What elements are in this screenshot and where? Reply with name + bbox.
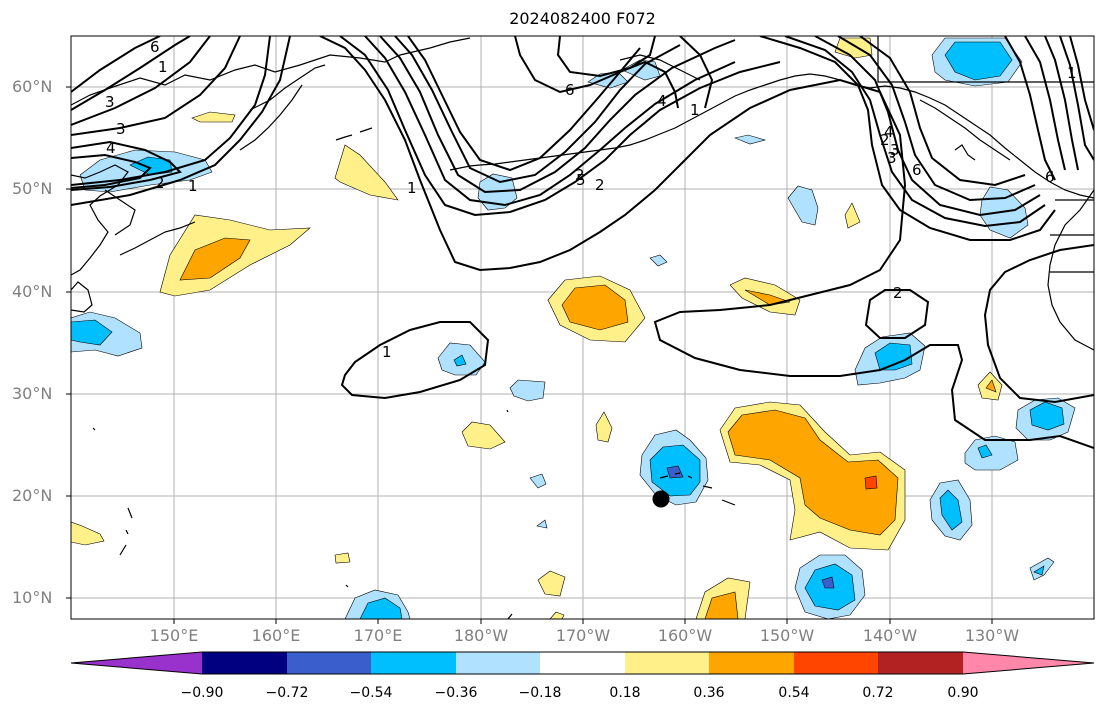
svg-text:1: 1 — [382, 343, 392, 361]
colorbar-extend-high — [963, 652, 1094, 674]
svg-text:4: 4 — [657, 92, 667, 110]
svg-text:1: 1 — [188, 177, 198, 195]
lon-label: 150°E — [149, 626, 199, 645]
lon-label: 160°E — [251, 626, 301, 645]
anomaly-shading — [71, 37, 1076, 619]
lon-label: 150°W — [759, 626, 815, 645]
colorbar-swatch — [540, 652, 625, 674]
svg-text:2: 2 — [155, 174, 165, 192]
svg-text:2: 2 — [595, 176, 605, 194]
axis-ticks — [66, 86, 993, 624]
svg-text:2: 2 — [575, 166, 585, 184]
storm-center-marker — [652, 490, 670, 508]
map-panel: 6 3 3 4 2 1 1 2 1 2 6 4 3 6 1 1 2 1 2 3 … — [71, 36, 1094, 619]
isolines — [71, 36, 1094, 449]
lat-label: 40°N — [12, 282, 53, 301]
colorbar-tick-label: −0.36 — [434, 685, 478, 701]
svg-text:6: 6 — [912, 161, 922, 179]
lon-label: 170°W — [555, 626, 611, 645]
svg-text:6: 6 — [1045, 168, 1055, 186]
svg-text:3: 3 — [105, 93, 115, 111]
lon-label: 170°E — [353, 626, 403, 645]
colorbar-swatch — [794, 652, 878, 674]
colorbar-tick-label: 0.90 — [947, 685, 979, 701]
svg-text:6: 6 — [150, 38, 160, 56]
colorbar-swatch — [456, 652, 540, 674]
colorbar-tick-label: −0.72 — [265, 685, 309, 701]
lon-label: 180°W — [453, 626, 509, 645]
svg-text:3: 3 — [116, 120, 126, 138]
gridlines — [71, 36, 1094, 619]
colorbar-tick-label: −0.54 — [349, 685, 393, 701]
svg-text:3: 3 — [887, 149, 897, 167]
lat-label: 60°N — [12, 77, 53, 96]
colorbar-swatch — [202, 652, 287, 674]
lat-label: 10°N — [12, 588, 53, 607]
svg-text:1: 1 — [690, 101, 700, 119]
svg-text:1: 1 — [158, 58, 168, 76]
lat-label: 20°N — [12, 486, 53, 505]
map-title: 2024082400 F072 — [509, 9, 656, 28]
colorbar-tick-label: −0.18 — [518, 685, 562, 701]
svg-text:4: 4 — [106, 139, 116, 157]
svg-text:2: 2 — [893, 284, 903, 302]
svg-text:1: 1 — [407, 179, 417, 197]
colorbar — [70, 651, 1095, 675]
colorbar-swatch — [371, 652, 456, 674]
lon-label: 160°W — [657, 626, 713, 645]
svg-text:2: 2 — [880, 131, 890, 149]
lat-label: 30°N — [12, 384, 53, 403]
svg-text:5: 5 — [576, 171, 586, 189]
colorbar-swatch — [878, 652, 963, 674]
lon-label: 130°W — [964, 626, 1020, 645]
lon-label: 140°W — [862, 626, 918, 645]
isoline-labels: 6 3 3 4 2 1 1 2 1 2 6 4 3 6 1 1 2 1 2 3 … — [105, 38, 1077, 361]
svg-text:6: 6 — [565, 81, 575, 99]
svg-text:1: 1 — [1067, 64, 1077, 82]
colorbar-swatch — [625, 652, 709, 674]
colorbar-swatch — [709, 652, 794, 674]
colorbar-tick-label: 0.54 — [778, 685, 810, 701]
colorbar-tick-label: 0.18 — [609, 685, 641, 701]
colorbar-tick-label: 0.36 — [693, 685, 725, 701]
svg-text:4: 4 — [884, 123, 894, 141]
coastlines — [71, 36, 1094, 619]
colorbar-extend-low — [71, 652, 202, 674]
lat-label: 50°N — [12, 179, 53, 198]
colorbar-tick-label: 0.72 — [862, 685, 894, 701]
colorbar-swatch — [287, 652, 371, 674]
colorbar-tick-label: −0.90 — [180, 685, 224, 701]
svg-text:3: 3 — [890, 141, 900, 159]
